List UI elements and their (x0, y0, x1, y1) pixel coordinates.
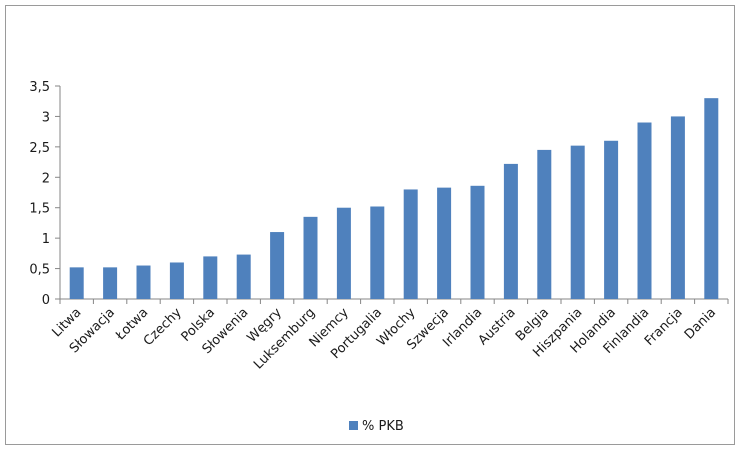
bar (103, 267, 117, 299)
chart-axes (60, 86, 728, 299)
bar (337, 208, 351, 299)
x-tick-label: Dania (682, 305, 719, 342)
bar (604, 141, 618, 299)
bar (170, 262, 184, 299)
x-axis-categories: LitwaSłowacjaŁotwaCzechyPolskaSłoweniaWę… (49, 299, 728, 372)
bar (504, 164, 518, 299)
legend-swatch (349, 421, 358, 430)
y-tick-label: 3,5 (29, 80, 50, 95)
bar (237, 255, 251, 299)
y-tick-label: 1 (42, 232, 50, 247)
y-tick-label: 0,5 (29, 263, 50, 278)
y-tick-label: 3 (42, 110, 50, 125)
x-tick-label: Czechy (141, 305, 185, 349)
bar (671, 116, 685, 299)
bar (203, 256, 217, 299)
y-tick-label: 0 (42, 293, 50, 308)
y-tick-label: 2,5 (29, 141, 50, 156)
x-tick-label: Francja (642, 305, 686, 349)
y-axis-ticks: 0 0,5 1 1,5 2 2,5 3 3,5 (29, 80, 60, 308)
bar (270, 232, 284, 299)
y-tick-label: 1,5 (29, 202, 50, 217)
bar (571, 146, 585, 299)
chart-bars (70, 98, 719, 299)
bar (437, 188, 451, 299)
legend-label: % PKB (362, 419, 404, 434)
bar (70, 267, 84, 299)
bar (537, 150, 551, 299)
bar (304, 217, 318, 299)
bar (137, 266, 151, 299)
bar (404, 189, 418, 299)
y-tick-label: 2 (42, 171, 50, 186)
bar (370, 206, 384, 299)
chart-legend: % PKB (349, 419, 404, 434)
bar (638, 123, 652, 299)
x-tick-label: Austria (476, 305, 519, 348)
bar (704, 98, 718, 299)
bar (471, 186, 485, 299)
